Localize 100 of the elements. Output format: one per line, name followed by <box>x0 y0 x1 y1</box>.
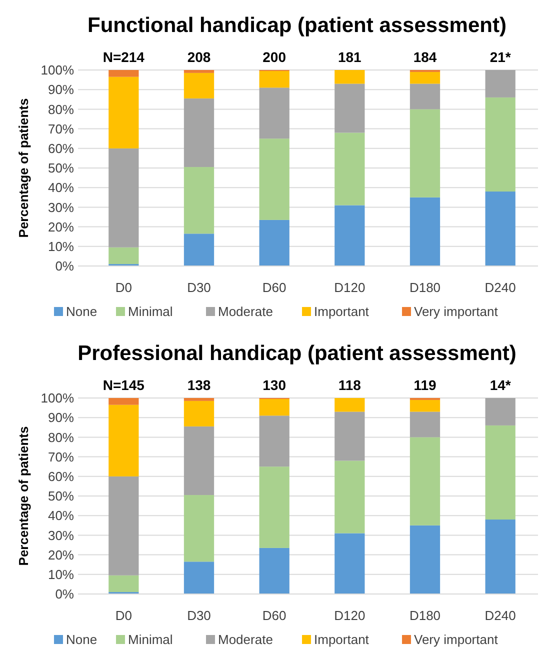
bar <box>485 398 516 426</box>
y-tick-label: 60% <box>48 140 74 156</box>
y-tick-label: 60% <box>48 468 74 484</box>
bar <box>259 138 290 220</box>
x-tick-label: D60 <box>262 608 286 623</box>
legend-label: Moderate <box>218 304 273 319</box>
y-tick-label: 10% <box>48 238 74 254</box>
bar <box>410 400 440 412</box>
annotation: N=214 <box>102 49 145 65</box>
bar <box>108 70 139 77</box>
y-tick-label: 0% <box>55 586 74 602</box>
annotation: 138 <box>187 377 211 393</box>
bar <box>259 466 290 548</box>
annotation: 181 <box>338 49 362 65</box>
bar <box>259 548 290 594</box>
annotation: 130 <box>262 377 286 393</box>
x-tick-label: D60 <box>262 280 286 295</box>
x-tick-label: D180 <box>409 608 441 623</box>
y-tick-label: 90% <box>48 410 74 426</box>
bar <box>259 398 290 416</box>
y-tick-label: 40% <box>48 180 74 196</box>
bar <box>184 98 214 168</box>
legend-label: Minimal <box>128 632 173 647</box>
legend-label: None <box>66 632 98 647</box>
y-tick-label: 50% <box>48 488 74 504</box>
bar <box>485 70 516 98</box>
bar <box>410 72 440 84</box>
bar <box>108 76 139 148</box>
annotation: N=145 <box>102 377 145 393</box>
bar <box>485 97 516 192</box>
bar <box>334 205 365 266</box>
legend-label: Moderate <box>218 632 273 647</box>
y-tick-label: 100% <box>40 62 74 78</box>
bar <box>334 533 365 594</box>
bar <box>184 234 214 266</box>
annotation: 200 <box>262 49 286 65</box>
bar <box>184 167 214 234</box>
annotation: 184 <box>413 49 437 65</box>
legend-label: Minimal <box>128 304 173 319</box>
x-tick-label: D0 <box>115 280 132 295</box>
bar <box>184 72 214 98</box>
bar <box>184 562 214 594</box>
bar <box>334 132 365 206</box>
annotation: 14* <box>490 377 512 393</box>
y-tick-label: 90% <box>48 82 74 98</box>
y-tick-label: 0% <box>55 258 74 274</box>
bar <box>410 109 440 198</box>
bar <box>485 425 516 520</box>
y-tick-label: 80% <box>48 102 74 117</box>
y-tick-label: 40% <box>48 508 74 524</box>
legend-label: None <box>66 304 98 319</box>
bar <box>259 70 290 88</box>
x-tick-label: D240 <box>484 608 516 623</box>
bar <box>410 437 440 526</box>
y-tick-label: 30% <box>48 200 74 215</box>
y-tick-label: 20% <box>48 219 74 234</box>
legend-label: Important <box>314 632 370 647</box>
bar <box>108 148 139 248</box>
y-tick-label: 70% <box>48 449 74 464</box>
bar <box>184 70 214 73</box>
x-tick-label: D240 <box>484 280 516 295</box>
chart-title: Professional handicap (patient assessment) <box>78 342 516 365</box>
x-tick-label: D30 <box>187 608 211 623</box>
bar <box>108 575 139 592</box>
annotation: 119 <box>414 377 437 393</box>
bar <box>259 220 290 266</box>
bar <box>485 192 516 266</box>
bar <box>259 416 290 467</box>
bar <box>410 84 440 110</box>
bar <box>410 525 440 594</box>
annotation: 208 <box>187 49 211 65</box>
y-axis-title: Percentage of patients <box>16 98 31 238</box>
y-tick-label: 10% <box>48 566 74 582</box>
x-tick-label: D30 <box>187 280 211 295</box>
bar <box>108 398 139 405</box>
bar <box>334 84 365 133</box>
bar <box>334 412 365 461</box>
y-tick-label: 20% <box>48 547 74 562</box>
bar <box>334 70 365 84</box>
bar <box>485 520 516 594</box>
bar <box>334 398 365 412</box>
y-tick-label: 50% <box>48 160 74 176</box>
annotation: 21* <box>490 49 512 65</box>
y-tick-label: 80% <box>48 430 74 445</box>
x-tick-label: D120 <box>334 608 366 623</box>
bar <box>410 412 440 438</box>
x-tick-label: D180 <box>409 280 441 295</box>
x-tick-label: D120 <box>334 280 366 295</box>
bar <box>184 398 214 401</box>
legend-label: Very important <box>414 632 498 647</box>
bar <box>184 495 214 562</box>
bar <box>410 197 440 266</box>
y-tick-label: 100% <box>40 390 74 406</box>
bar <box>108 476 139 576</box>
y-tick-label: 70% <box>48 121 74 136</box>
bar <box>108 247 139 264</box>
bar <box>259 88 290 139</box>
y-axis-title: Percentage of patients <box>16 426 31 566</box>
bar <box>184 426 214 496</box>
legend-label: Very important <box>414 304 498 319</box>
